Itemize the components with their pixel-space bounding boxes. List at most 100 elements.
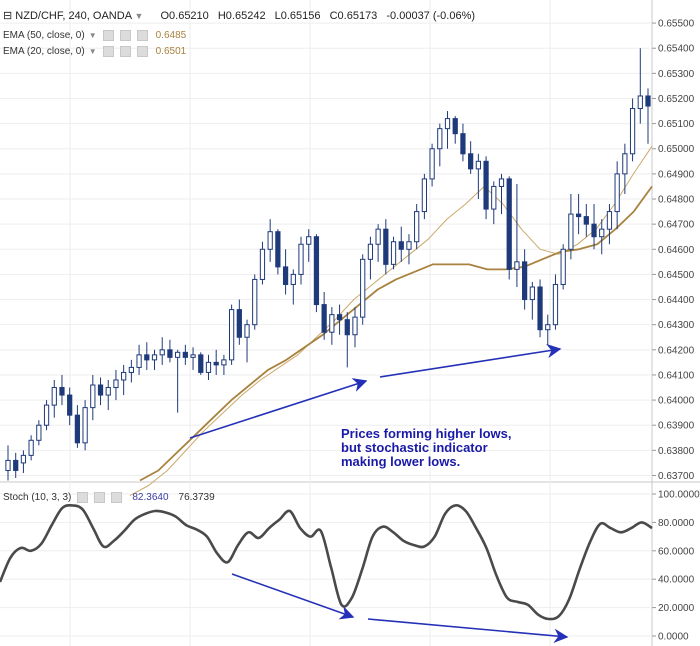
candle[interactable]: [267, 219, 273, 262]
candle[interactable]: [121, 364, 127, 396]
candle[interactable]: [637, 48, 643, 124]
candle[interactable]: [59, 374, 65, 406]
candles[interactable]: [5, 48, 651, 481]
candle[interactable]: [28, 435, 34, 461]
candle[interactable]: [151, 349, 158, 370]
candle[interactable]: [13, 452, 19, 478]
candle[interactable]: [552, 274, 559, 330]
candle[interactable]: [352, 307, 358, 348]
candle[interactable]: [282, 249, 289, 295]
candle[interactable]: [506, 176, 512, 280]
candle[interactable]: [20, 450, 27, 473]
candle[interactable]: [475, 153, 481, 200]
candle[interactable]: [213, 349, 219, 375]
candle[interactable]: [606, 204, 613, 245]
candle[interactable]: [575, 193, 582, 235]
symbol-dropdown-icon[interactable]: ▼: [134, 11, 144, 21]
candle[interactable]: [51, 379, 57, 418]
candle[interactable]: [514, 183, 520, 287]
candle[interactable]: [252, 274, 258, 330]
candle[interactable]: [629, 98, 636, 162]
candle[interactable]: [498, 173, 505, 215]
candle[interactable]: [537, 279, 543, 338]
candle[interactable]: [398, 226, 404, 262]
candle[interactable]: [599, 219, 605, 255]
candle[interactable]: [614, 161, 620, 230]
candle[interactable]: [167, 339, 173, 363]
eye-icon[interactable]: [102, 30, 114, 41]
candle[interactable]: [390, 236, 397, 270]
candle[interactable]: [329, 307, 335, 345]
candle[interactable]: [452, 116, 458, 144]
close-icon[interactable]: [111, 492, 123, 503]
candle[interactable]: [344, 312, 350, 368]
candle[interactable]: [43, 400, 50, 431]
candle[interactable]: [298, 236, 304, 285]
ema50-label[interactable]: EMA (50, close, 0): [3, 30, 85, 41]
candle[interactable]: [483, 156, 489, 220]
candle[interactable]: [360, 254, 366, 325]
candle[interactable]: [113, 369, 119, 401]
stoch-label[interactable]: Stoch (10, 3, 3): [3, 492, 72, 503]
close-icon[interactable]: [136, 30, 148, 41]
legend-dropdown-icon[interactable]: ▼: [88, 47, 97, 56]
candle[interactable]: [460, 123, 466, 162]
candle[interactable]: [444, 111, 451, 149]
candle[interactable]: [468, 141, 474, 174]
candle[interactable]: [645, 88, 651, 144]
candle[interactable]: [568, 193, 574, 260]
eye-icon[interactable]: [77, 492, 89, 503]
candle[interactable]: [82, 400, 88, 451]
candle[interactable]: [545, 314, 551, 345]
candle[interactable]: [136, 344, 142, 375]
candle[interactable]: [522, 249, 528, 310]
candle[interactable]: [313, 234, 320, 313]
candle[interactable]: [259, 241, 266, 285]
legend-dropdown-icon[interactable]: ▼: [88, 31, 97, 40]
candle[interactable]: [429, 143, 435, 187]
close-icon[interactable]: [136, 46, 148, 57]
candle[interactable]: [74, 405, 81, 448]
candle[interactable]: [290, 269, 296, 305]
candle[interactable]: [583, 204, 589, 237]
candle[interactable]: [236, 299, 242, 345]
candle[interactable]: [529, 281, 535, 320]
collapse-icon[interactable]: ⊟: [3, 10, 13, 22]
candle[interactable]: [90, 374, 96, 421]
candle[interactable]: [182, 344, 188, 365]
candle[interactable]: [205, 354, 212, 380]
gear-icon[interactable]: [119, 46, 131, 57]
candle[interactable]: [159, 337, 165, 365]
candle[interactable]: [5, 445, 11, 481]
candle[interactable]: [244, 319, 250, 363]
ema20-label[interactable]: EMA (20, close, 0): [3, 46, 85, 57]
candle[interactable]: [221, 354, 227, 375]
candle[interactable]: [97, 377, 104, 406]
candle[interactable]: [198, 352, 204, 375]
candle[interactable]: [67, 387, 73, 426]
candle[interactable]: [560, 244, 566, 290]
candle[interactable]: [383, 219, 389, 275]
candle[interactable]: [622, 143, 628, 194]
candle[interactable]: [406, 234, 412, 265]
candle[interactable]: [128, 359, 134, 383]
candle[interactable]: [375, 224, 381, 262]
candle[interactable]: [414, 204, 420, 250]
eye-icon[interactable]: [102, 46, 114, 57]
candle[interactable]: [36, 420, 42, 446]
candle[interactable]: [367, 236, 374, 280]
candle[interactable]: [190, 347, 196, 370]
candle[interactable]: [306, 229, 312, 262]
candle[interactable]: [336, 304, 343, 335]
candle[interactable]: [105, 379, 111, 411]
candle[interactable]: [421, 173, 428, 220]
candle[interactable]: [437, 123, 443, 167]
candle[interactable]: [591, 204, 597, 250]
candle[interactable]: [491, 181, 497, 225]
candle[interactable]: [228, 304, 235, 365]
gear-icon[interactable]: [119, 30, 131, 41]
candle[interactable]: [175, 349, 181, 413]
symbol-title[interactable]: NZD/CHF, 240, OANDA: [15, 10, 132, 22]
candle[interactable]: [144, 342, 150, 370]
candle[interactable]: [275, 229, 281, 275]
